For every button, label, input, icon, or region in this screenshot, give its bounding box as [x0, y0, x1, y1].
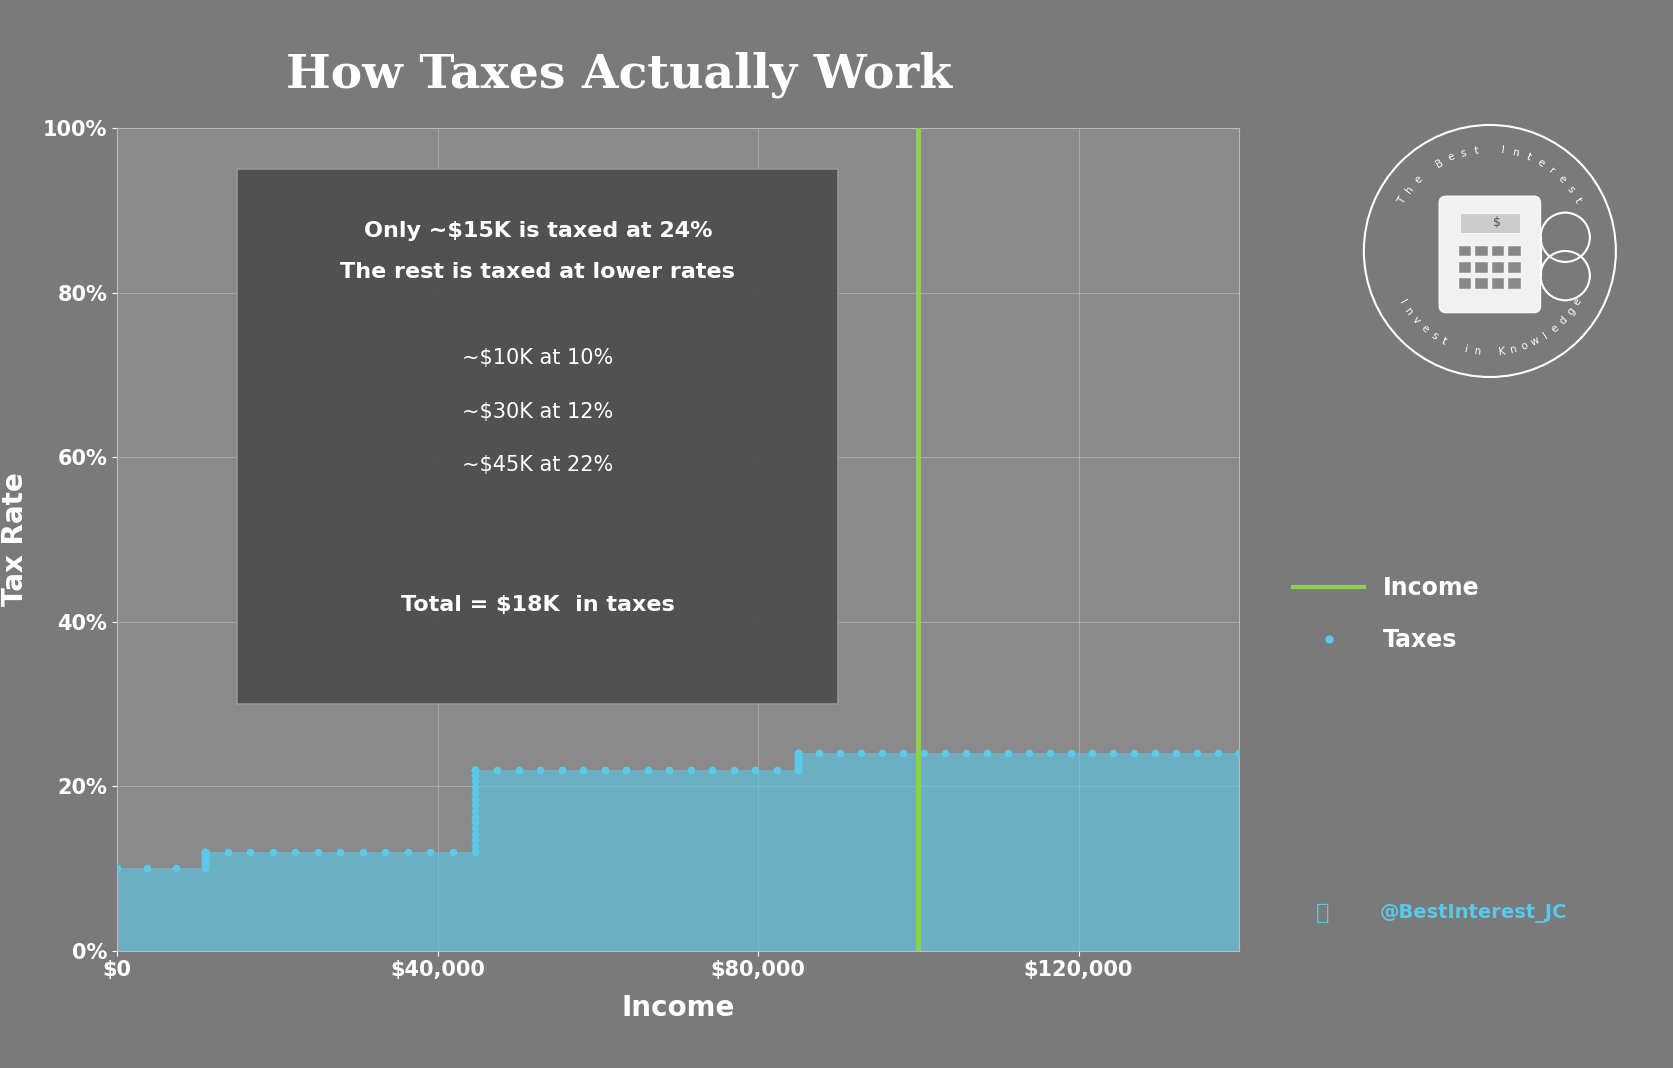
Bar: [1474, 279, 1487, 289]
Text: t: t: [1439, 336, 1447, 347]
Text: @BestInterest_JC: @BestInterest_JC: [1379, 904, 1566, 923]
Bar: [1459, 279, 1471, 289]
Text: e: e: [1412, 173, 1424, 185]
Text: n: n: [1402, 305, 1414, 317]
Text: I: I: [1501, 145, 1504, 156]
Bar: [1491, 246, 1504, 256]
Text: s: s: [1564, 184, 1574, 194]
X-axis label: Income: Income: [621, 994, 734, 1022]
Text: e: e: [1554, 173, 1566, 185]
Text: The rest is taxed at lower rates: The rest is taxed at lower rates: [340, 262, 734, 282]
Text: t: t: [1472, 145, 1479, 156]
Text: t: t: [1571, 197, 1583, 205]
Bar: [1474, 246, 1487, 256]
Text: n: n: [1474, 346, 1481, 357]
Text: T: T: [1395, 195, 1407, 205]
Bar: [1459, 262, 1471, 273]
Bar: [1507, 279, 1519, 289]
Text: h: h: [1402, 184, 1415, 195]
Text: I: I: [1397, 298, 1407, 305]
Text: l: l: [1541, 331, 1549, 341]
Text: t: t: [1524, 152, 1531, 162]
Bar: [1474, 262, 1487, 273]
Y-axis label: Tax Rate: Tax Rate: [2, 472, 28, 607]
Text: e: e: [1571, 297, 1583, 307]
Text: Total = $18K  in taxes: Total = $18K in taxes: [400, 595, 674, 615]
Text: e: e: [1419, 323, 1429, 334]
Text: $: $: [1492, 217, 1499, 230]
Text: r: r: [1546, 166, 1556, 176]
Text: e: e: [1549, 323, 1559, 334]
Legend: Income, Taxes: Income, Taxes: [1283, 566, 1489, 662]
Text: o: o: [1519, 341, 1529, 352]
Text: How Taxes Actually Work: How Taxes Actually Work: [286, 51, 952, 98]
Bar: [1459, 213, 1519, 233]
FancyBboxPatch shape: [1439, 197, 1539, 313]
Text: v: v: [1410, 315, 1420, 326]
Bar: [1491, 279, 1504, 289]
Text: w: w: [1529, 335, 1541, 348]
Text: ~$45K at 22%: ~$45K at 22%: [462, 455, 612, 475]
Text: ~$10K at 10%: ~$10K at 10%: [462, 348, 612, 368]
Text: ~$30K at 12%: ~$30K at 12%: [462, 402, 612, 422]
Text: g: g: [1564, 305, 1576, 317]
Text: n: n: [1511, 147, 1519, 159]
Bar: [1459, 246, 1471, 256]
Text: K: K: [1497, 346, 1504, 357]
Text: B: B: [1432, 157, 1444, 170]
FancyBboxPatch shape: [238, 169, 838, 704]
Text: e: e: [1445, 152, 1456, 163]
Text: 🐦: 🐦: [1315, 904, 1328, 923]
Text: Only ~$15K is taxed at 24%: Only ~$15K is taxed at 24%: [363, 221, 711, 241]
Text: s: s: [1429, 330, 1439, 342]
Bar: [1507, 262, 1519, 273]
Bar: [1507, 246, 1519, 256]
Bar: [1491, 262, 1504, 273]
Text: i: i: [1462, 344, 1469, 355]
Text: d: d: [1558, 315, 1569, 327]
Text: e: e: [1534, 157, 1544, 169]
Text: n: n: [1507, 344, 1517, 356]
Text: s: s: [1459, 147, 1467, 159]
